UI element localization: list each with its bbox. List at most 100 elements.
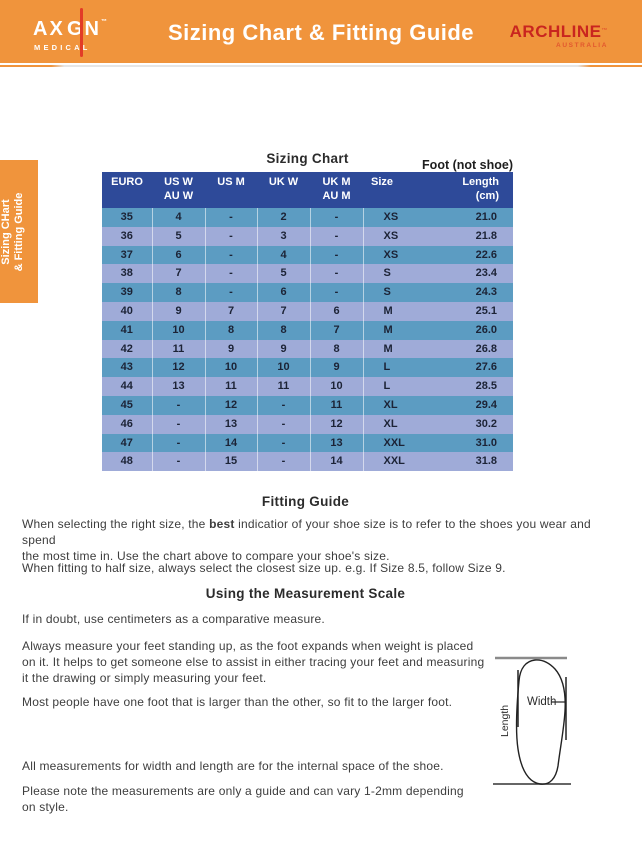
table-cell: 4: [257, 245, 311, 265]
table-cell: 27.6: [430, 358, 513, 378]
table-row: 36 5-3- XS 21.8: [102, 226, 513, 246]
table-cell: XL: [363, 414, 430, 434]
bold-word: best: [209, 517, 235, 531]
table-cell: 26.8: [430, 339, 513, 359]
table-cell: 24.3: [430, 283, 513, 302]
fitting-guide-paragraph-2: When fitting to half size, always select…: [22, 561, 506, 575]
table-cell: 5: [152, 226, 206, 246]
table-cell: -: [205, 208, 258, 227]
table-cell: 9: [205, 339, 258, 359]
table-cell: 7: [257, 301, 311, 321]
side-tab-line1: Sizing CHart: [0, 198, 12, 265]
table-cell: XS: [363, 208, 430, 227]
table-cell: -: [152, 414, 206, 434]
table-cell: M: [363, 339, 430, 359]
table-cell: 22.6: [430, 245, 513, 265]
table-cell: 47: [102, 433, 153, 453]
table-cell: 13: [310, 433, 364, 453]
table-cell: 12: [152, 358, 206, 378]
measurement-scale-heading: Using the Measurement Scale: [205, 586, 406, 601]
length-label: Length: [499, 705, 511, 737]
table-cell: -: [152, 395, 206, 415]
column-header: Size: [363, 172, 430, 208]
table-cell: 39: [102, 283, 153, 302]
trademark-symbol: ™: [101, 19, 107, 25]
table-cell: -: [310, 264, 364, 284]
side-tab-label: Sizing CHart & Fitting Guide: [0, 160, 38, 303]
table-cell: -: [257, 395, 311, 415]
table-cell: 14: [310, 452, 364, 472]
table-cell: 8: [310, 339, 364, 359]
axign-wordmark: AX GN ™: [33, 18, 107, 41]
table-cell: 23.4: [430, 264, 513, 284]
axign-word-right: GN: [67, 18, 101, 40]
archline-logo: ARCHLINE™ AUSTRALIA: [510, 23, 608, 49]
table-cell: -: [310, 226, 364, 246]
trademark-symbol: ™: [601, 28, 608, 34]
table-cell: M: [363, 301, 430, 321]
table-cell: -: [205, 245, 258, 265]
table-cell: 6: [152, 245, 206, 265]
table-cell: -: [205, 264, 258, 284]
table-cell: 11: [310, 395, 364, 415]
axign-needle-line-icon: [80, 8, 83, 57]
column-header: US M: [205, 172, 257, 208]
table-cell: 45: [102, 395, 153, 415]
table-cell: 4: [152, 208, 206, 227]
table-row: 38 7-5- S 23.4: [102, 264, 513, 284]
table-cell: -: [205, 283, 258, 302]
table-cell: -: [152, 433, 206, 453]
table-cell: 31.8: [430, 452, 513, 472]
table-cell: 43: [102, 358, 153, 378]
table-cell: 8: [152, 283, 206, 302]
table-cell: 11: [257, 377, 311, 396]
table-cell: -: [257, 414, 311, 434]
table-cell: 7: [205, 301, 258, 321]
table-cell: -: [257, 452, 311, 472]
table-cell: XS: [363, 245, 430, 265]
table-cell: -: [205, 226, 258, 246]
table-row: 35 4-2- XS 21.0: [102, 208, 513, 227]
table-cell: 13: [152, 377, 206, 396]
table-cell: 44: [102, 377, 153, 396]
table-cell: 9: [152, 301, 206, 321]
table-cell: XL: [363, 395, 430, 415]
table-cell: 12: [205, 395, 258, 415]
table-cell: 38: [102, 264, 153, 284]
measurement-paragraph-1: If in doubt, use centimeters as a compar…: [22, 612, 325, 626]
table-cell: 15: [205, 452, 258, 472]
table-cell: 14: [205, 433, 258, 453]
table-cell: L: [363, 358, 430, 378]
table-row: 47-14-13 XXL 31.0: [102, 433, 513, 453]
axign-word-left: AX: [33, 18, 65, 40]
foot-measurement-diagram: Width Length: [493, 656, 571, 785]
measurement-paragraph-2: Always measure your feet standing up, as…: [22, 639, 485, 685]
side-tab: Sizing CHart & Fitting Guide: [0, 160, 38, 303]
table-cell: 31.0: [430, 433, 513, 453]
table-cell: 6: [310, 301, 364, 321]
archline-wordmark: ARCHLINE™: [510, 23, 608, 40]
table-row: 41 10 8 8 7 M 26.0: [102, 320, 513, 340]
table-row: 45-12-11 XL 29.4: [102, 395, 513, 415]
sizing-table: EURO US W AU W US M UK W UK M AU M Size Length…: [102, 172, 514, 472]
table-row: 39 8-6- S 24.3: [102, 283, 513, 302]
axign-medical-logo: AX GN ™ MEDICAL: [33, 8, 107, 57]
side-tab-line2: & Fitting Guide: [13, 192, 25, 271]
table-cell: S: [363, 283, 430, 302]
table-cell: 11: [152, 339, 206, 359]
table-cell: 36: [102, 226, 153, 246]
table-cell: 41: [102, 320, 153, 340]
table-cell: -: [310, 208, 364, 227]
table-cell: 21.8: [430, 226, 513, 246]
width-label: Width: [527, 696, 556, 708]
fitting-guide-paragraph-1: When selecting the right size, the best …: [22, 516, 628, 564]
table-cell: 10: [310, 377, 364, 396]
table-cell: -: [310, 283, 364, 302]
table-cell: 7: [310, 320, 364, 340]
table-cell: S: [363, 264, 430, 284]
table-row: 42 11 9 9 8 M 26.8: [102, 339, 513, 359]
table-cell: 35: [102, 208, 153, 227]
table-cell: 48: [102, 452, 153, 472]
table-cell: 46: [102, 414, 153, 434]
table-cell: -: [257, 433, 311, 453]
